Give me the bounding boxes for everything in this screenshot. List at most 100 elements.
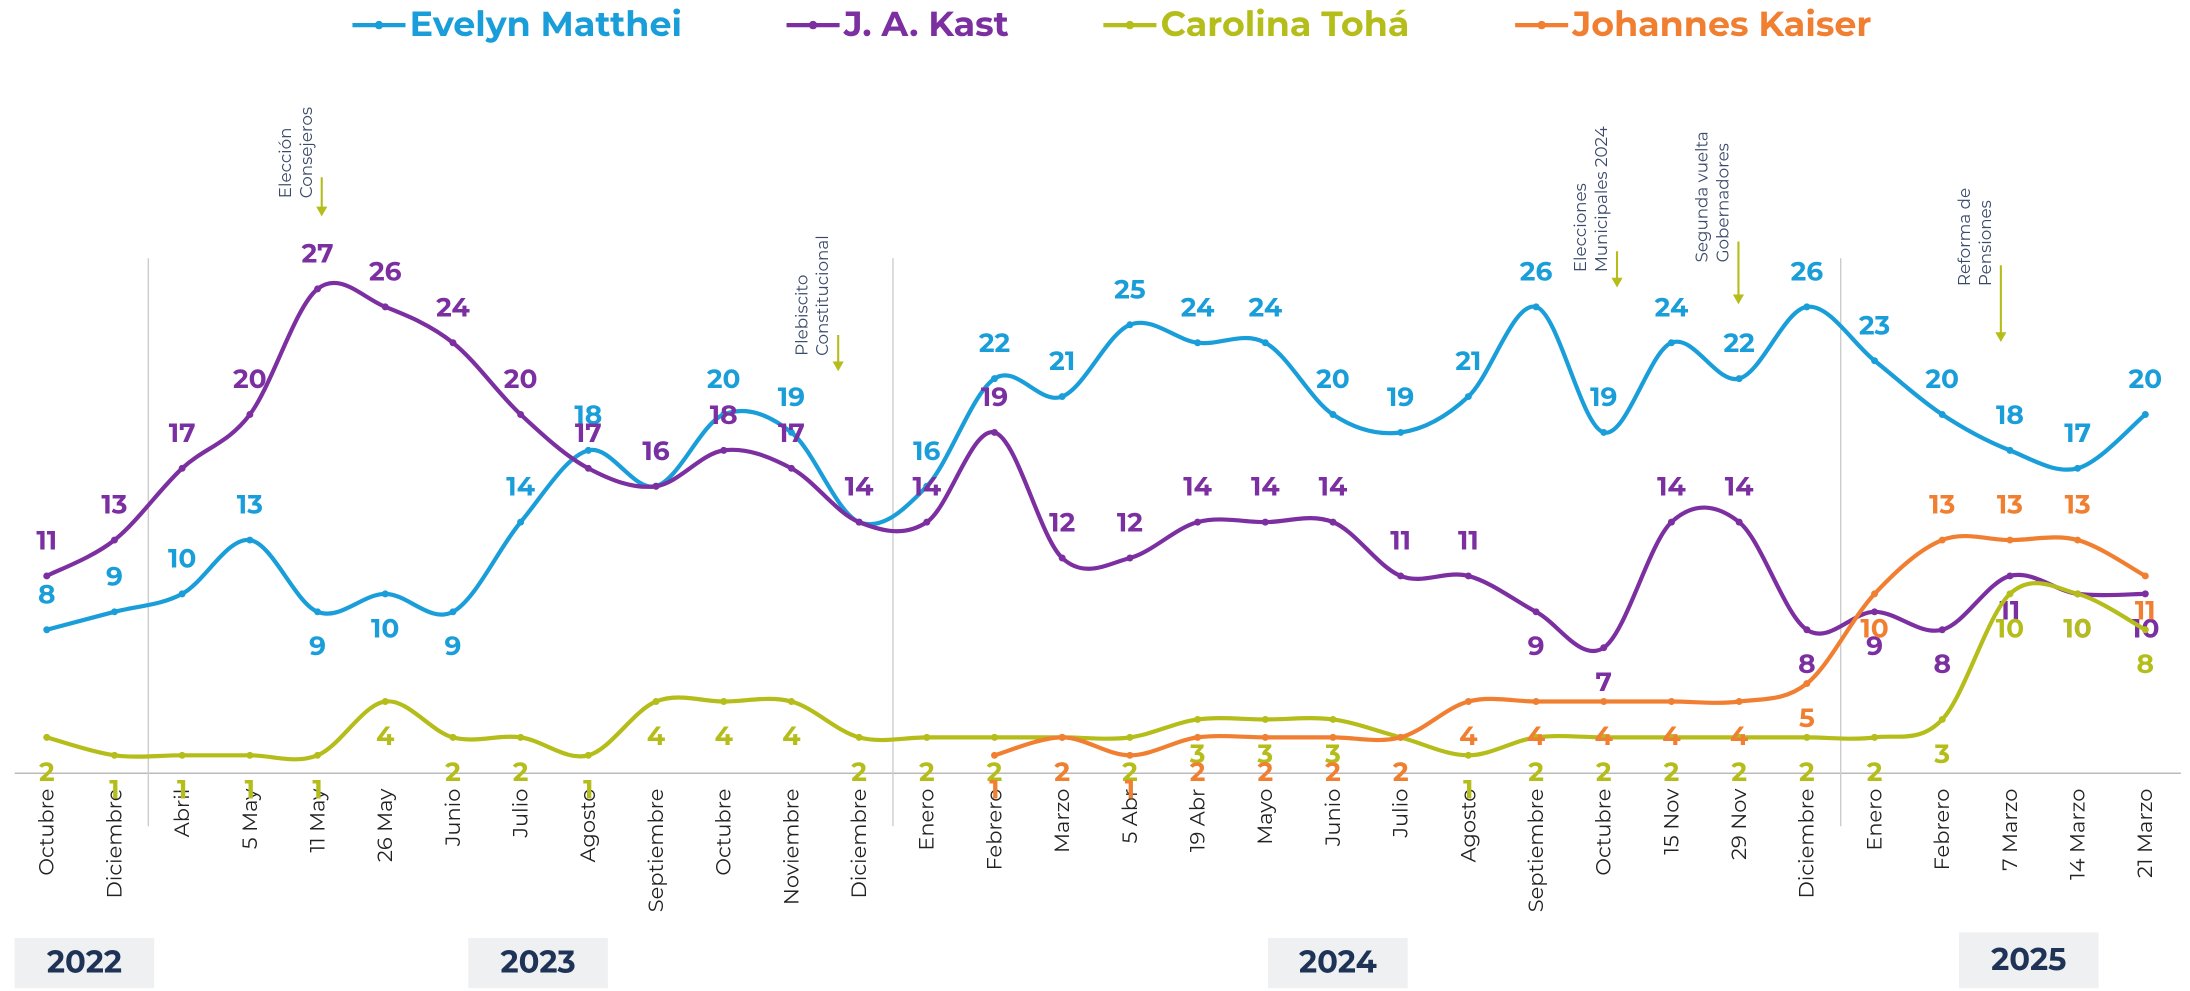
data-label: 2 [987, 755, 1003, 788]
data-label: 21 [1455, 344, 1481, 377]
point [43, 572, 51, 580]
point [43, 626, 51, 634]
point [1600, 428, 1608, 436]
annotation: EleccionesMunicipales 2024 [1572, 126, 1613, 272]
x-tick-label: Enero [1862, 789, 1887, 851]
data-label: 9 [444, 629, 461, 662]
data-label: 2 [1393, 755, 1409, 788]
point [1938, 411, 1946, 418]
data-label: 21 [1049, 344, 1075, 377]
point [1058, 733, 1066, 741]
point [2074, 590, 2082, 598]
x-tick-label: Agosto [576, 789, 601, 863]
data-label: 3 [1324, 737, 1341, 770]
data-label: 2 [1393, 755, 1409, 788]
point [178, 751, 186, 759]
data-label: 9 [1866, 629, 1883, 662]
data-label: 8 [38, 577, 55, 610]
data-label: 2 [1664, 755, 1680, 788]
data-label: 2 [1799, 755, 1815, 788]
point [1464, 572, 1472, 580]
annotation-line: Municipales 2024 [1592, 126, 1612, 272]
x-tick-label: Noviembre [779, 789, 804, 906]
data-label: 11 [2135, 593, 2156, 626]
data-label: 3 [1933, 737, 1950, 770]
data-label: 17 [575, 416, 602, 449]
data-label: 2 [1731, 755, 1747, 788]
point [2074, 536, 2082, 544]
point [2006, 446, 2014, 454]
data-label: 3 [1189, 737, 1206, 770]
year-box [468, 937, 608, 989]
data-label: 9 [106, 559, 123, 592]
point [1397, 428, 1405, 436]
point [2141, 590, 2149, 598]
annotation-line: Elecciones [1572, 183, 1592, 272]
x-tick-label: 29 Nov [1727, 788, 1752, 860]
data-label: 8 [1798, 647, 1816, 680]
x-tick-label: Diciembre [847, 789, 872, 899]
point [381, 698, 389, 705]
point [2141, 411, 2149, 418]
point [517, 733, 525, 741]
annotation-line: Segunda vuelta [1693, 131, 1713, 262]
data-label: 20 [707, 362, 741, 395]
data-label: 2 [445, 755, 461, 788]
point [923, 482, 931, 490]
data-label: 2 [1054, 755, 1070, 788]
point [1803, 303, 1811, 311]
year-label: 2022 [47, 943, 122, 981]
point [1194, 715, 1202, 723]
point [1397, 733, 1405, 741]
data-label: 2 [1596, 755, 1612, 788]
data-label: 17 [778, 416, 805, 449]
point [787, 428, 795, 436]
point [584, 751, 592, 759]
point [1600, 644, 1608, 652]
point [1329, 733, 1337, 741]
x-tick-label: 7 Marzo [1998, 789, 2023, 871]
point [584, 464, 592, 472]
point [923, 518, 931, 526]
point [1194, 733, 1202, 741]
data-label: 4 [647, 719, 666, 752]
series-line [46, 304, 2147, 632]
point [1464, 393, 1472, 401]
data-label: 4 [1527, 719, 1546, 752]
data-label: 2 [919, 755, 935, 788]
x-tick-label: Mayo [1253, 789, 1278, 845]
data-label: 14 [1657, 470, 1686, 503]
data-label: 26 [369, 254, 402, 287]
data-label: 12 [1117, 506, 1143, 539]
data-label: 1 [245, 773, 255, 806]
year-box [1268, 937, 1408, 989]
data-label: 20 [504, 362, 538, 395]
point [1871, 590, 1879, 598]
data-label: 14 [1319, 470, 1348, 503]
point [1329, 518, 1337, 526]
data-label: 9 [309, 629, 326, 662]
data-label: 22 [1724, 326, 1755, 359]
data-label: 19 [1387, 380, 1414, 413]
data-label: 1 [1125, 773, 1135, 806]
data-label: 17 [169, 416, 196, 449]
point [1532, 733, 1540, 741]
year-label: 2025 [1991, 940, 2066, 978]
data-label: 1 [1463, 773, 1473, 806]
annotation-line: Plebiscito [793, 275, 813, 356]
point [2141, 572, 2149, 580]
x-tick-label: Febrero [982, 789, 1007, 871]
legend-label: Carolina Tohá [1161, 2, 1410, 45]
data-label: 20 [233, 362, 267, 395]
series-line [46, 581, 2147, 762]
point [381, 590, 389, 598]
point [246, 536, 254, 544]
point [1261, 518, 1269, 526]
annotation: PlebiscitoConstitucional [793, 235, 834, 356]
legend-dot [1537, 20, 1546, 30]
point [1735, 733, 1743, 741]
point [991, 733, 998, 741]
point [110, 536, 118, 544]
point [1194, 339, 1202, 347]
data-label: 10 [1860, 611, 1888, 644]
